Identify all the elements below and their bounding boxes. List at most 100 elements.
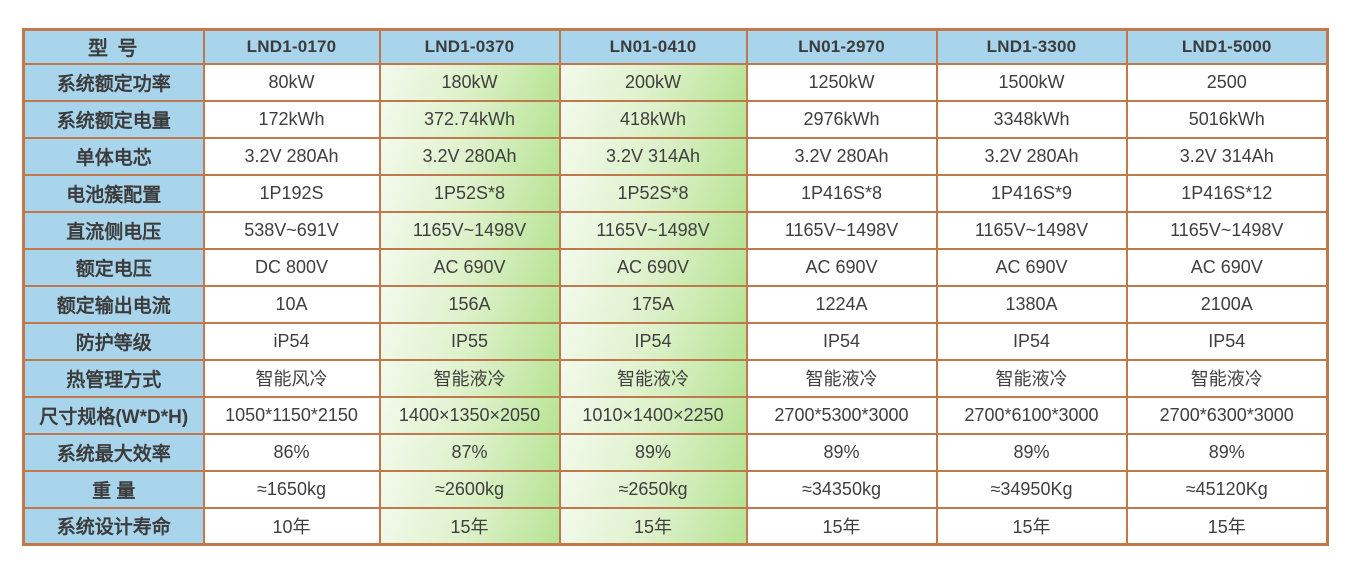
- row-label: 尺寸规格(W*D*H): [22, 395, 205, 435]
- value-cell: 1165V~1498V: [745, 210, 938, 250]
- model-header-lnd1-0370: LND1-0370: [378, 28, 561, 65]
- value-cell: 15年: [378, 506, 561, 546]
- value-cell: 156A: [378, 284, 561, 324]
- value-cell: 1165V~1498V: [935, 210, 1128, 250]
- row-label: 防护等级: [22, 321, 205, 361]
- value-cell: AC 690V: [378, 247, 561, 287]
- value-cell: 89%: [935, 432, 1128, 472]
- value-cell: IP54: [558, 321, 748, 361]
- value-cell: 智能液冷: [378, 358, 561, 398]
- table-row: 重 量 ≈1650kg ≈2600kg ≈2650kg ≈34350kg ≈34950Kg…: [22, 469, 1329, 509]
- value-cell: 10A: [202, 284, 381, 324]
- value-cell: 智能液冷: [1125, 358, 1329, 398]
- value-cell: 418kWh: [558, 99, 748, 139]
- value-cell: 1050*1150*2150: [202, 395, 381, 435]
- table-row: 热管理方式 智能风冷 智能液冷 智能液冷 智能液冷 智能液冷 智能液冷: [22, 358, 1329, 398]
- value-cell: 538V~691V: [202, 210, 381, 250]
- row-label: 重 量: [22, 469, 205, 509]
- table-row: 系统设计寿命 10年 15年 15年 15年 15年 15年: [22, 506, 1329, 546]
- value-cell: 89%: [558, 432, 748, 472]
- value-cell: ≈1650kg: [202, 469, 381, 509]
- value-cell: IP55: [378, 321, 561, 361]
- value-cell: 86%: [202, 432, 381, 472]
- value-cell: 1400×1350×2050: [378, 395, 561, 435]
- table-row: 单体电芯 3.2V 280Ah 3.2V 280Ah 3.2V 314Ah 3.2V 2…: [22, 136, 1329, 176]
- table-row: 系统最大效率 86% 87% 89% 89% 89% 89%: [22, 432, 1329, 472]
- model-header-lnd1-3300: LND1-3300: [935, 28, 1128, 65]
- row-label: 额定电压: [22, 247, 205, 287]
- header-row: 型 号 LND1-0170 LND1-0370 LN01-0410 LN01-2970 L…: [22, 28, 1329, 65]
- value-cell: 1165V~1498V: [1125, 210, 1329, 250]
- value-cell: AC 690V: [935, 247, 1128, 287]
- value-cell: 175A: [558, 284, 748, 324]
- value-cell: 1P416S*9: [935, 173, 1128, 213]
- value-cell: 3348kWh: [935, 99, 1128, 139]
- table-row: 额定电压 DC 800V AC 690V AC 690V AC 690V AC 690V A…: [22, 247, 1329, 287]
- row-label: 系统最大效率: [22, 432, 205, 472]
- value-cell: ≈45120Kg: [1125, 469, 1329, 509]
- value-cell: ≈2600kg: [378, 469, 561, 509]
- value-cell: 89%: [1125, 432, 1329, 472]
- value-cell: 15年: [1125, 506, 1329, 546]
- value-cell: 172kWh: [202, 99, 381, 139]
- value-cell: 2700*5300*3000: [745, 395, 938, 435]
- value-cell: 1010×1400×2250: [558, 395, 748, 435]
- value-cell: 15年: [558, 506, 748, 546]
- value-cell: 智能液冷: [935, 358, 1128, 398]
- value-cell: 1P416S*12: [1125, 173, 1329, 213]
- value-cell: 5016kWh: [1125, 99, 1329, 139]
- table-row: 系统额定功率 80kW 180kW 200kW 1250kW 1500kW 2500: [22, 62, 1329, 102]
- value-cell: 15年: [745, 506, 938, 546]
- value-cell: 87%: [378, 432, 561, 472]
- value-cell: 1250kW: [745, 62, 938, 102]
- value-cell: 2700*6100*3000: [935, 395, 1128, 435]
- value-cell: 1165V~1498V: [378, 210, 561, 250]
- value-cell: 10年: [202, 506, 381, 546]
- model-header-ln01-2970: LN01-2970: [745, 28, 938, 65]
- value-cell: 1P416S*8: [745, 173, 938, 213]
- value-cell: AC 690V: [745, 247, 938, 287]
- table-row: 系统额定电量 172kWh 372.74kWh 418kWh 2976kWh 3348kW…: [22, 99, 1329, 139]
- row-label: 热管理方式: [22, 358, 205, 398]
- value-cell: 2976kWh: [745, 99, 938, 139]
- value-cell: AC 690V: [558, 247, 748, 287]
- table-row: 额定输出电流 10A 156A 175A 1224A 1380A 2100A: [22, 284, 1329, 324]
- value-cell: 2500: [1125, 62, 1329, 102]
- value-cell: 2700*6300*3000: [1125, 395, 1329, 435]
- value-cell: ≈34950Kg: [935, 469, 1128, 509]
- value-cell: 1165V~1498V: [558, 210, 748, 250]
- model-header-lnd1-5000: LND1-5000: [1125, 28, 1329, 65]
- corner-header-model: 型 号: [22, 28, 205, 65]
- model-header-ln01-0410: LN01-0410: [558, 28, 748, 65]
- value-cell: iP54: [202, 321, 381, 361]
- value-cell: IP54: [935, 321, 1128, 361]
- value-cell: AC 690V: [1125, 247, 1329, 287]
- value-cell: IP54: [745, 321, 938, 361]
- table-row: 直流侧电压 538V~691V 1165V~1498V 1165V~1498V 1165…: [22, 210, 1329, 250]
- value-cell: 1P192S: [202, 173, 381, 213]
- spec-table: 型 号 LND1-0170 LND1-0370 LN01-0410 LN01-2970 L…: [22, 28, 1329, 546]
- value-cell: ≈2650kg: [558, 469, 748, 509]
- value-cell: 200kW: [558, 62, 748, 102]
- row-label: 单体电芯: [22, 136, 205, 176]
- value-cell: 3.2V 280Ah: [202, 136, 381, 176]
- value-cell: 智能液冷: [558, 358, 748, 398]
- value-cell: 智能液冷: [745, 358, 938, 398]
- value-cell: 2100A: [1125, 284, 1329, 324]
- row-label: 电池簇配置: [22, 173, 205, 213]
- value-cell: 3.2V 280Ah: [935, 136, 1128, 176]
- value-cell: 3.2V 280Ah: [745, 136, 938, 176]
- row-label: 系统额定功率: [22, 62, 205, 102]
- value-cell: ≈34350kg: [745, 469, 938, 509]
- value-cell: 89%: [745, 432, 938, 472]
- value-cell: 1P52S*8: [378, 173, 561, 213]
- row-label: 额定输出电流: [22, 284, 205, 324]
- value-cell: 1224A: [745, 284, 938, 324]
- table-row: 尺寸规格(W*D*H) 1050*1150*2150 1400×1350×2050 1…: [22, 395, 1329, 435]
- value-cell: 智能风冷: [202, 358, 381, 398]
- value-cell: IP54: [1125, 321, 1329, 361]
- value-cell: DC 800V: [202, 247, 381, 287]
- value-cell: 372.74kWh: [378, 99, 561, 139]
- value-cell: 3.2V 314Ah: [1125, 136, 1329, 176]
